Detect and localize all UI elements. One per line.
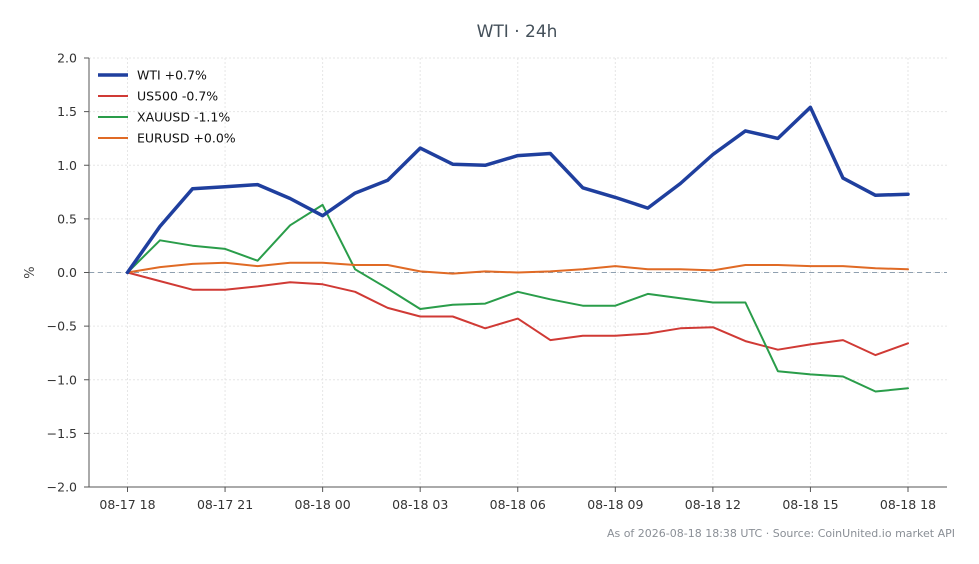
y-tick-label: −0.5 [47, 319, 77, 334]
chart-title: WTI · 24h [477, 22, 558, 42]
x-tick-label: 08-18 09 [587, 497, 643, 512]
legend-label: EURUSD +0.0% [137, 131, 236, 146]
x-tick-label: 08-18 00 [295, 497, 351, 512]
x-tick-label: 08-18 12 [685, 497, 741, 512]
x-tick-label: 08-18 06 [490, 497, 546, 512]
y-tick-label: −1.0 [47, 372, 77, 387]
legend-item: WTI +0.7% [98, 68, 207, 83]
y-tick-label: 0.5 [57, 211, 77, 226]
legend: WTI +0.7% US500 -0.7% XAUUSD -1.1% EURUSD +… [98, 68, 236, 146]
legend-label: US500 -0.7% [137, 89, 218, 104]
legend-item: US500 -0.7% [98, 89, 218, 104]
x-tick-label: 08-18 15 [782, 497, 838, 512]
y-tick-label: 0.0 [57, 265, 77, 280]
legend-item: XAUUSD -1.1% [98, 110, 230, 125]
series-line-3 [126, 261, 909, 275]
legend-label: XAUUSD -1.1% [137, 110, 230, 125]
y-tick-label: −1.5 [47, 426, 77, 441]
x-tick-label: 08-17 21 [197, 497, 253, 512]
x-tick-label: 08-18 03 [392, 497, 448, 512]
y-tick-label: 2.0 [57, 51, 77, 66]
series-line-1 [126, 271, 909, 357]
axes [84, 57, 947, 492]
y-tick-label: −2.0 [47, 480, 77, 495]
x-tick-label: 08-18 18 [880, 497, 936, 512]
legend-item: EURUSD +0.0% [98, 131, 236, 146]
series-line-0 [125, 105, 910, 275]
y-tick-label: 1.5 [57, 104, 77, 119]
series-lines [125, 105, 910, 393]
series-line-2 [126, 203, 909, 393]
grid [89, 57, 947, 488]
x-tick-label: 08-17 18 [99, 497, 155, 512]
tick-labels: −2.0 −1.5 −1.0 −0.5 0.0 0.5 1.0 1.5 2.0 08-17 18 0… [47, 51, 937, 513]
y-axis-label: % [23, 266, 38, 278]
source-footer: As of 2026-08-18 18:38 UTC · Source: Coi… [607, 527, 955, 540]
legend-label: WTI +0.7% [137, 68, 207, 83]
y-tick-label: 1.0 [57, 158, 77, 173]
